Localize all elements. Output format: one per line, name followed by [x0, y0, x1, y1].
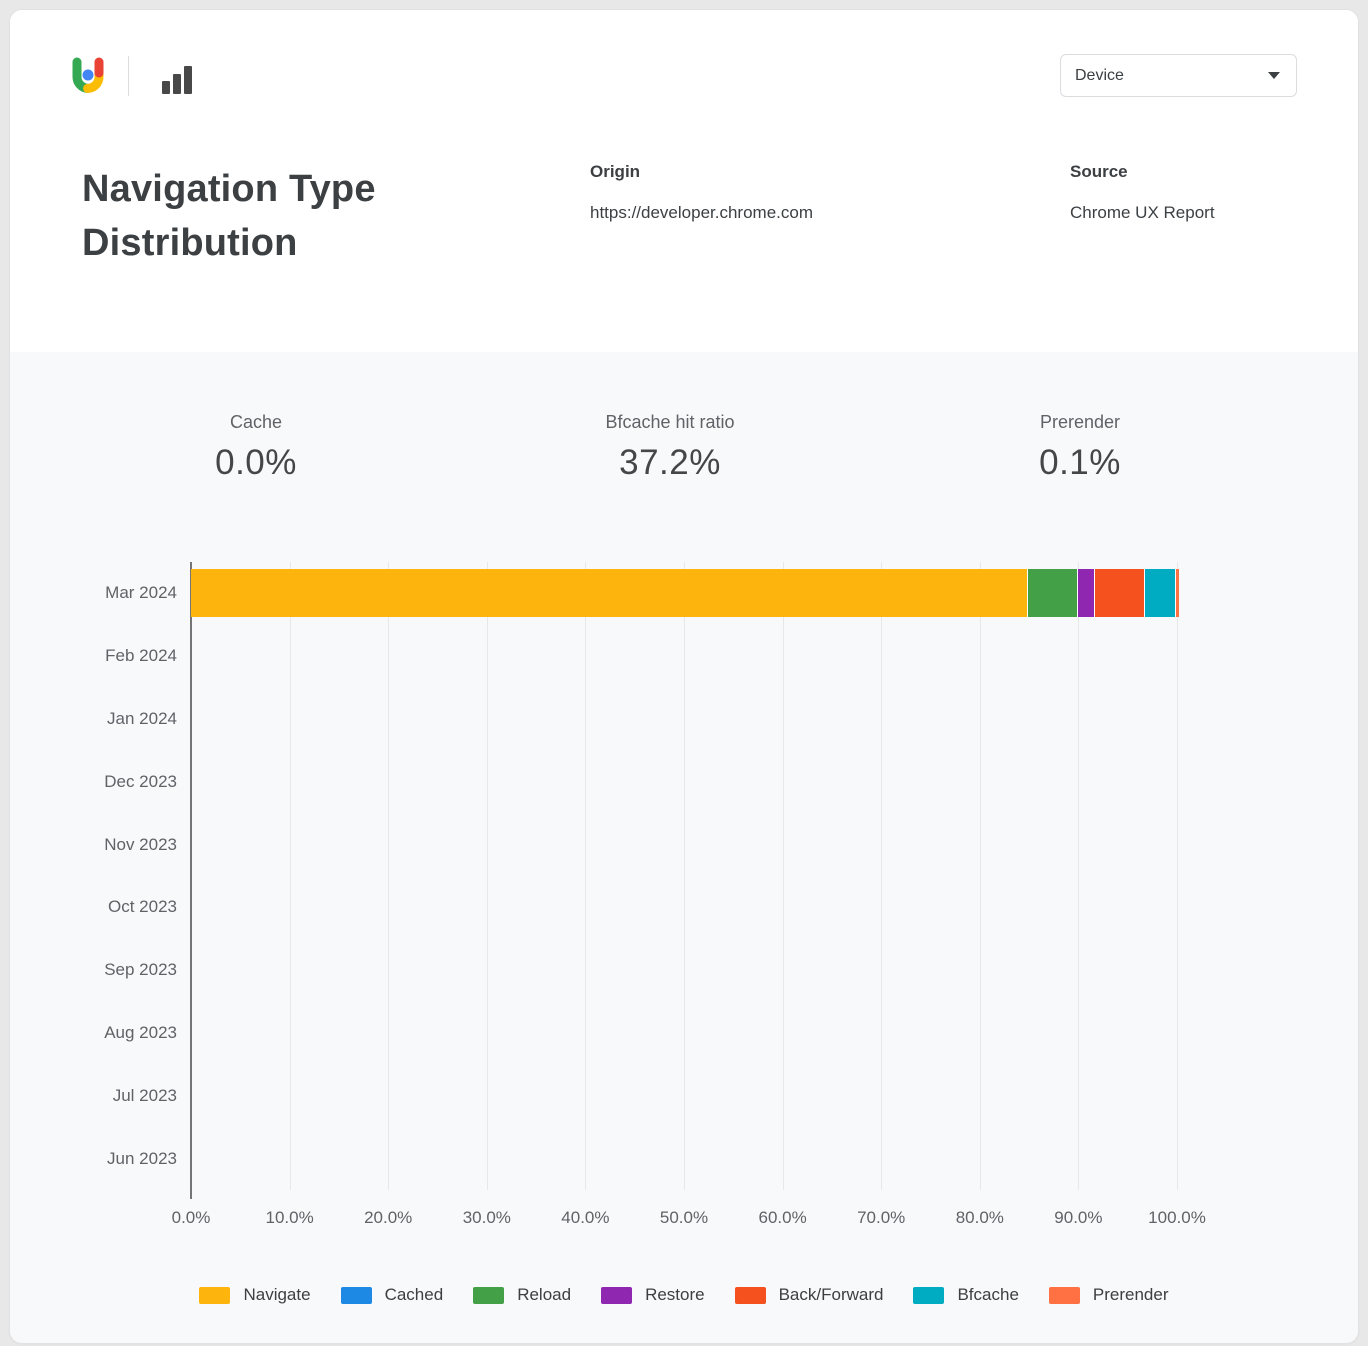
bar-segment-bfcache[interactable]	[1144, 569, 1175, 618]
report-header: Device Navigation Type Distribution Orig…	[10, 10, 1358, 352]
bar-segment-navigate[interactable]	[191, 569, 1028, 618]
bar-segment-back-forward[interactable]	[1094, 569, 1145, 618]
x-axis-tick-label: 20.0%	[364, 1208, 413, 1227]
source-label: Source	[1070, 162, 1128, 181]
device-dropdown-label: Device	[1075, 66, 1124, 84]
x-axis-tick-label: 30.0%	[462, 1208, 511, 1227]
y-axis-label: Jul 2023	[112, 1085, 177, 1105]
legend-item-navigate: Navigate	[199, 1285, 311, 1305]
gridline	[979, 562, 981, 1190]
legend-swatch-navigate	[199, 1286, 231, 1304]
gridline	[881, 562, 883, 1190]
y-axis-label: Dec 2023	[104, 771, 177, 791]
y-axis-label: Oct 2023	[108, 897, 177, 917]
x-axis-tick-label: 40.0%	[561, 1208, 610, 1227]
legend-label-reload: Reload	[517, 1285, 572, 1304]
device-dropdown[interactable]: Device	[1060, 54, 1297, 97]
legend-item-cached: Cached	[340, 1285, 444, 1305]
stat-prerender-value: 0.1%	[1039, 443, 1121, 482]
x-axis-tick-label: 10.0%	[265, 1208, 314, 1227]
legend-swatch-back-forward	[734, 1286, 766, 1304]
y-axis-label: Nov 2023	[104, 834, 177, 854]
x-axis-tick-label: 100.0%	[1148, 1208, 1206, 1227]
chart-section: Cache 0.0% Bfcache hit ratio 37.2% Prere…	[10, 352, 1358, 1343]
bar-segment-prerender[interactable]	[1175, 569, 1179, 618]
y-axis-label: Feb 2024	[105, 646, 177, 666]
x-axis-tick-label: 0.0%	[171, 1208, 211, 1227]
x-axis-tick-label: 80.0%	[955, 1208, 1004, 1227]
legend-label-prerender: Prerender	[1092, 1285, 1169, 1304]
y-axis-label: Jun 2023	[107, 1148, 177, 1168]
legend-item-restore: Restore	[601, 1285, 705, 1305]
x-axis-tick-label: 50.0%	[659, 1208, 709, 1227]
origin-value: https://developer.chrome.com	[590, 203, 814, 222]
legend-swatch-prerender	[1048, 1286, 1080, 1304]
legend-swatch-restore	[601, 1286, 633, 1304]
legend-swatch-bfcache	[913, 1286, 945, 1304]
crux-u-logo-icon	[72, 57, 104, 93]
gridline	[289, 562, 291, 1190]
y-axis-line	[190, 562, 192, 1199]
bar-segment-restore[interactable]	[1077, 569, 1095, 618]
stat-cache-value: 0.0%	[215, 443, 297, 482]
legend-item-prerender: Prerender	[1048, 1285, 1169, 1305]
stat-cache: Cache 0.0%	[215, 412, 297, 483]
legend-label-back-forward: Back/Forward	[778, 1285, 884, 1304]
stat-prerender: Prerender 0.1%	[1039, 412, 1121, 483]
legend-item-bfcache: Bfcache	[913, 1285, 1019, 1305]
gridline	[388, 562, 390, 1190]
y-axis-label: Aug 2023	[104, 1023, 177, 1042]
bar-row-mar-2024	[191, 569, 1179, 618]
origin-block: Origin https://developer.chrome.com	[590, 162, 813, 223]
gridline	[1078, 562, 1080, 1190]
legend-label-bfcache: Bfcache	[957, 1285, 1019, 1304]
source-value: Chrome UX Report	[1070, 203, 1215, 222]
gridline	[782, 562, 784, 1190]
bar-segment-reload[interactable]	[1027, 569, 1078, 618]
stat-bfcache-label: Bfcache hit ratio	[605, 412, 735, 432]
legend-item-back-forward: Back/Forward	[734, 1285, 884, 1305]
gridline	[486, 562, 488, 1190]
legend-label-cached: Cached	[384, 1285, 444, 1304]
gridline	[585, 562, 587, 1190]
legend-swatch-reload	[473, 1286, 505, 1304]
legend-item-reload: Reload	[473, 1285, 571, 1305]
legend-label-restore: Restore	[645, 1285, 705, 1304]
stat-bfcache-value: 37.2%	[619, 443, 721, 482]
y-axis-label: Mar 2024	[105, 583, 177, 603]
stat-prerender-label: Prerender	[1039, 412, 1121, 432]
bar-chart-icon	[160, 62, 200, 96]
origin-label: Origin	[590, 162, 641, 181]
gridline	[684, 562, 685, 1190]
x-axis-tick-label: 70.0%	[857, 1208, 906, 1227]
stat-cache-label: Cache	[229, 412, 283, 432]
stat-bfcache-hit-ratio: Bfcache hit ratio 37.2%	[605, 412, 734, 483]
legend-label-navigate: Navigate	[243, 1285, 311, 1304]
chrome-ux-report-logo-icon	[68, 54, 108, 98]
header-divider	[128, 56, 129, 96]
y-axis-label: Sep 2023	[104, 960, 177, 980]
x-axis-tick-label: 90.0%	[1054, 1208, 1103, 1227]
x-axis-tick-label: 60.0%	[758, 1208, 807, 1227]
gridline	[1177, 562, 1178, 1190]
page-title: Navigation Type Distribution	[82, 168, 376, 264]
chart-legend: Navigate Cached Reload Restore Back/Forward B…	[10, 1285, 1358, 1305]
y-axis-label: Jan 2024	[107, 709, 177, 728]
source-block: Source Chrome UX Report	[1070, 162, 1215, 223]
chevron-down-icon	[1268, 72, 1280, 79]
bar-chart-plot: 0.0% 10.0% 20.0% 30.0% 40.0% 50.0% 60.0% 70.0% 8…	[104, 562, 1206, 1227]
legend-swatch-cached	[340, 1286, 372, 1304]
report-card: Device Navigation Type Distribution Orig…	[10, 10, 1358, 1343]
